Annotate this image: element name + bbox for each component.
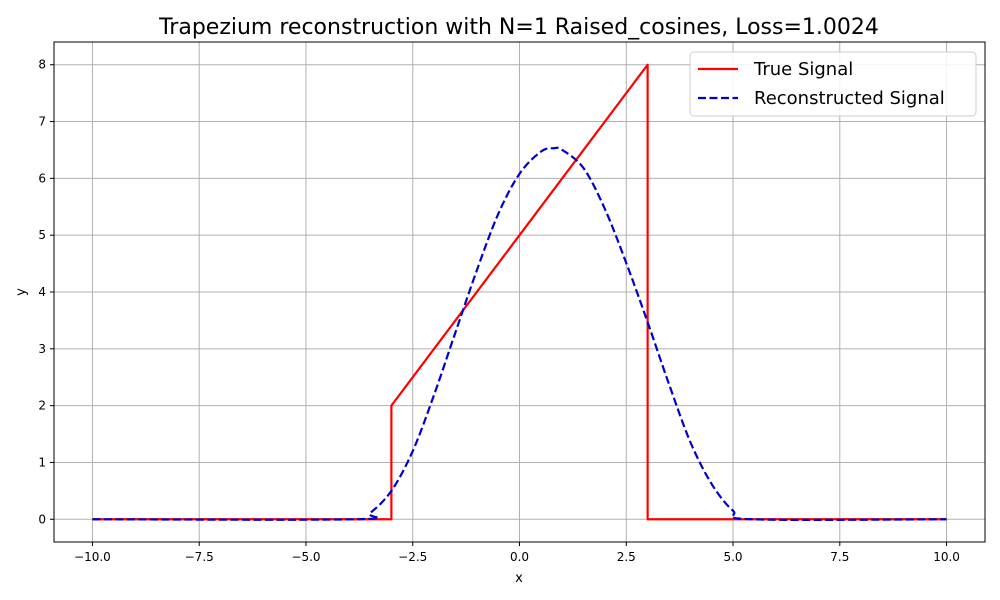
x-tick-label: 2.5 bbox=[617, 550, 636, 564]
legend-label: Reconstructed Signal bbox=[754, 88, 945, 109]
y-axis-label: y bbox=[14, 288, 29, 296]
y-tick-label: 4 bbox=[38, 285, 46, 299]
x-tick-label: −10.0 bbox=[74, 550, 111, 564]
x-tick-label: −7.5 bbox=[185, 550, 214, 564]
x-tick-label: 0.0 bbox=[510, 550, 529, 564]
y-tick-label: 1 bbox=[38, 455, 46, 469]
series-layer bbox=[92, 63, 947, 522]
y-tick-label: 0 bbox=[38, 512, 46, 526]
x-tick-label: 5.0 bbox=[723, 550, 742, 564]
series-line-reconstructed-signal bbox=[92, 146, 947, 522]
y-tick-label: 5 bbox=[38, 228, 46, 242]
y-tick-label: 2 bbox=[38, 399, 46, 413]
x-tick-label: −2.5 bbox=[398, 550, 427, 564]
y-tick-label: 3 bbox=[38, 342, 46, 356]
chart-title: Trapezium reconstruction with N=1 Raised… bbox=[158, 15, 879, 40]
x-tick-label: −5.0 bbox=[291, 550, 320, 564]
grid-layer bbox=[54, 42, 985, 542]
x-tick-label: 10.0 bbox=[933, 550, 960, 564]
x-axis-label: x bbox=[515, 571, 523, 586]
x-tick-label: 7.5 bbox=[830, 550, 849, 564]
legend: True Signal Reconstructed Signal bbox=[689, 51, 977, 117]
y-tick-label: 7 bbox=[38, 115, 46, 129]
y-tick-label: 8 bbox=[38, 58, 46, 72]
y-tick-label: 6 bbox=[38, 171, 46, 185]
legend-label: True Signal bbox=[753, 59, 853, 80]
tick-layer: −10.0 −7.5 −5.0 −2.5 0.0 2.5 5.0 7.5 10.0 0 1 2 3 4 5 6… bbox=[38, 58, 960, 564]
legend-box bbox=[689, 51, 977, 117]
